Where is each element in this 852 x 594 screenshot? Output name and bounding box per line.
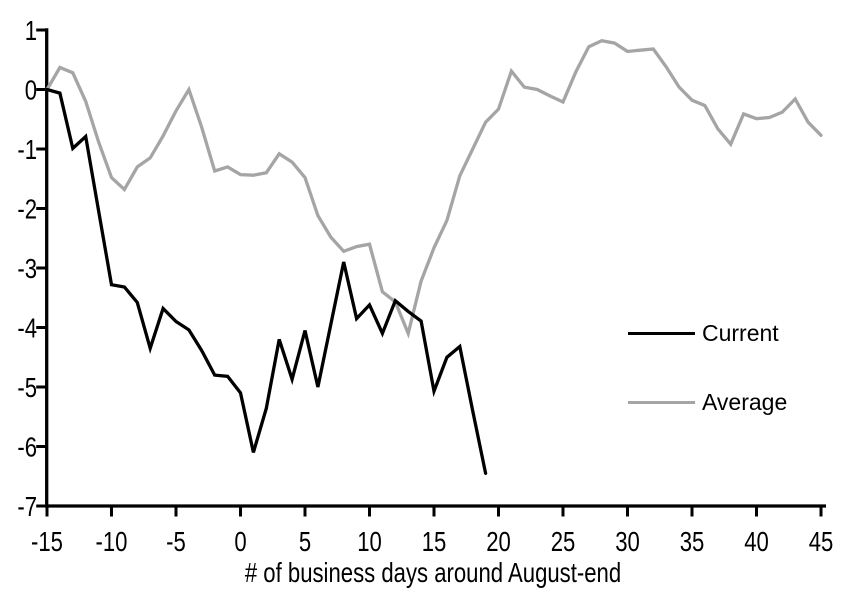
x-tick-label: 15 [422, 527, 447, 558]
series-line-average [45, 38, 823, 339]
legend-item-average: Average [628, 389, 788, 415]
x-axis-title: # of business days around August-end [244, 557, 622, 588]
x-tick-label: 30 [615, 527, 640, 558]
x-tick-label: 10 [357, 527, 382, 558]
y-tick-label: -6 [17, 432, 37, 463]
x-tick-label: -10 [96, 527, 128, 558]
legend-swatch-average [628, 400, 695, 405]
x-tick-label: 0 [234, 527, 246, 558]
legend-label-average: Average [702, 389, 788, 415]
x-tick-label: 35 [680, 527, 705, 558]
y-tick-label: -4 [17, 313, 37, 344]
x-tick-label: -5 [166, 527, 186, 558]
legend-label-current: Current [702, 320, 779, 346]
y-tick-label: -3 [17, 254, 37, 285]
x-tick-label: 20 [486, 527, 511, 558]
x-tick-label: 45 [809, 527, 834, 558]
y-tick-label: -7 [17, 492, 37, 523]
legend-item-current: Current [628, 320, 779, 346]
legend-swatch-current [628, 331, 695, 336]
y-tick-label: -2 [17, 194, 37, 225]
y-tick-label: 0 [25, 75, 37, 106]
y-tick-label: 1 [25, 16, 37, 47]
series-line-current [45, 87, 488, 475]
x-tick-label: 40 [744, 527, 769, 558]
x-tick-label: 25 [551, 527, 576, 558]
x-tick-label: -15 [31, 527, 63, 558]
x-tick-label: 5 [299, 527, 311, 558]
y-tick-label: -5 [17, 373, 37, 404]
y-tick-label: -1 [17, 135, 37, 166]
